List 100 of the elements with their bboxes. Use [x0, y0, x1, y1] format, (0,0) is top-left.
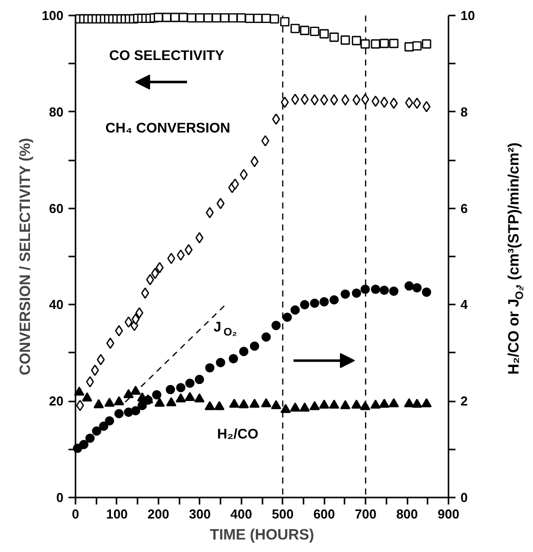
point — [360, 39, 370, 49]
text: CH₄ CONVERSION — [105, 119, 230, 136]
point — [291, 94, 300, 106]
point — [270, 400, 282, 410]
point — [240, 168, 248, 180]
point — [151, 268, 160, 280]
y-tick-label: 60 — [49, 200, 64, 216]
point — [231, 178, 240, 190]
point — [330, 94, 338, 106]
point — [176, 393, 186, 402]
y2-tick-label: 0 — [460, 490, 468, 505]
point — [270, 14, 280, 24]
series-label: CO SELECTIVITY — [109, 47, 225, 64]
point — [290, 305, 300, 315]
point — [250, 156, 259, 168]
point — [156, 262, 164, 274]
y-tick-label: 40 — [49, 297, 64, 312]
y2-tick-label: 6 — [460, 200, 468, 216]
point — [216, 358, 226, 368]
x-tick-label: 200 — [148, 506, 170, 522]
point — [412, 398, 422, 408]
point — [124, 316, 133, 328]
point — [341, 94, 350, 106]
point — [310, 298, 320, 308]
point — [76, 400, 84, 412]
point — [404, 281, 414, 291]
point — [123, 388, 134, 398]
point — [352, 288, 362, 298]
point — [320, 29, 329, 38]
point — [194, 374, 204, 384]
point — [90, 364, 99, 376]
point — [329, 295, 339, 305]
point — [167, 252, 176, 264]
point — [178, 12, 188, 22]
y-tick-label: 100 — [42, 8, 64, 23]
x-tick-label: 500 — [272, 506, 294, 522]
y2-tick-label: 8 — [460, 104, 468, 120]
point — [85, 434, 95, 443]
x-axis-title: TIME (HOURS) — [210, 526, 314, 544]
point — [194, 393, 205, 402]
x-tick-label: 0 — [72, 506, 80, 522]
point — [300, 300, 310, 310]
point — [176, 382, 186, 392]
point — [185, 378, 195, 388]
point — [96, 354, 105, 366]
point — [154, 12, 164, 22]
point — [360, 401, 370, 410]
point — [310, 94, 319, 106]
point — [106, 338, 114, 349]
point — [203, 13, 213, 23]
point — [228, 354, 238, 364]
point — [184, 244, 193, 256]
point — [412, 41, 422, 51]
x-tick-label: 600 — [313, 506, 336, 522]
point — [340, 35, 350, 45]
point — [104, 416, 114, 426]
point — [166, 384, 176, 394]
x-tick-label: 300 — [188, 506, 211, 522]
point — [405, 97, 414, 108]
point — [141, 287, 150, 299]
point — [280, 17, 290, 26]
point — [320, 297, 329, 306]
point — [166, 397, 176, 406]
point — [300, 94, 309, 106]
point — [239, 346, 248, 356]
point — [300, 26, 310, 36]
y-tick-label: 80 — [49, 104, 64, 120]
point — [272, 113, 280, 125]
point — [404, 42, 414, 52]
point — [250, 342, 260, 351]
point — [290, 24, 300, 34]
point — [361, 94, 370, 106]
point — [370, 400, 381, 409]
point — [319, 400, 330, 409]
point — [290, 402, 300, 412]
point — [340, 289, 350, 299]
point — [94, 399, 104, 408]
point — [422, 39, 432, 49]
point — [320, 94, 328, 106]
point — [422, 100, 431, 112]
point — [412, 283, 422, 292]
point — [370, 39, 380, 49]
point — [216, 198, 225, 210]
point — [130, 406, 140, 416]
point — [135, 307, 144, 319]
point — [204, 401, 215, 410]
point — [328, 400, 340, 409]
point — [280, 404, 291, 414]
point — [352, 36, 362, 46]
series-label: H₂/CO — [217, 425, 258, 442]
point — [92, 426, 102, 436]
point — [195, 232, 204, 244]
point — [379, 398, 390, 408]
point — [404, 398, 414, 408]
point — [146, 274, 154, 286]
x-tick-label: 900 — [438, 506, 460, 522]
point — [390, 98, 398, 109]
point — [351, 400, 362, 409]
point — [130, 386, 141, 395]
point — [184, 392, 196, 401]
